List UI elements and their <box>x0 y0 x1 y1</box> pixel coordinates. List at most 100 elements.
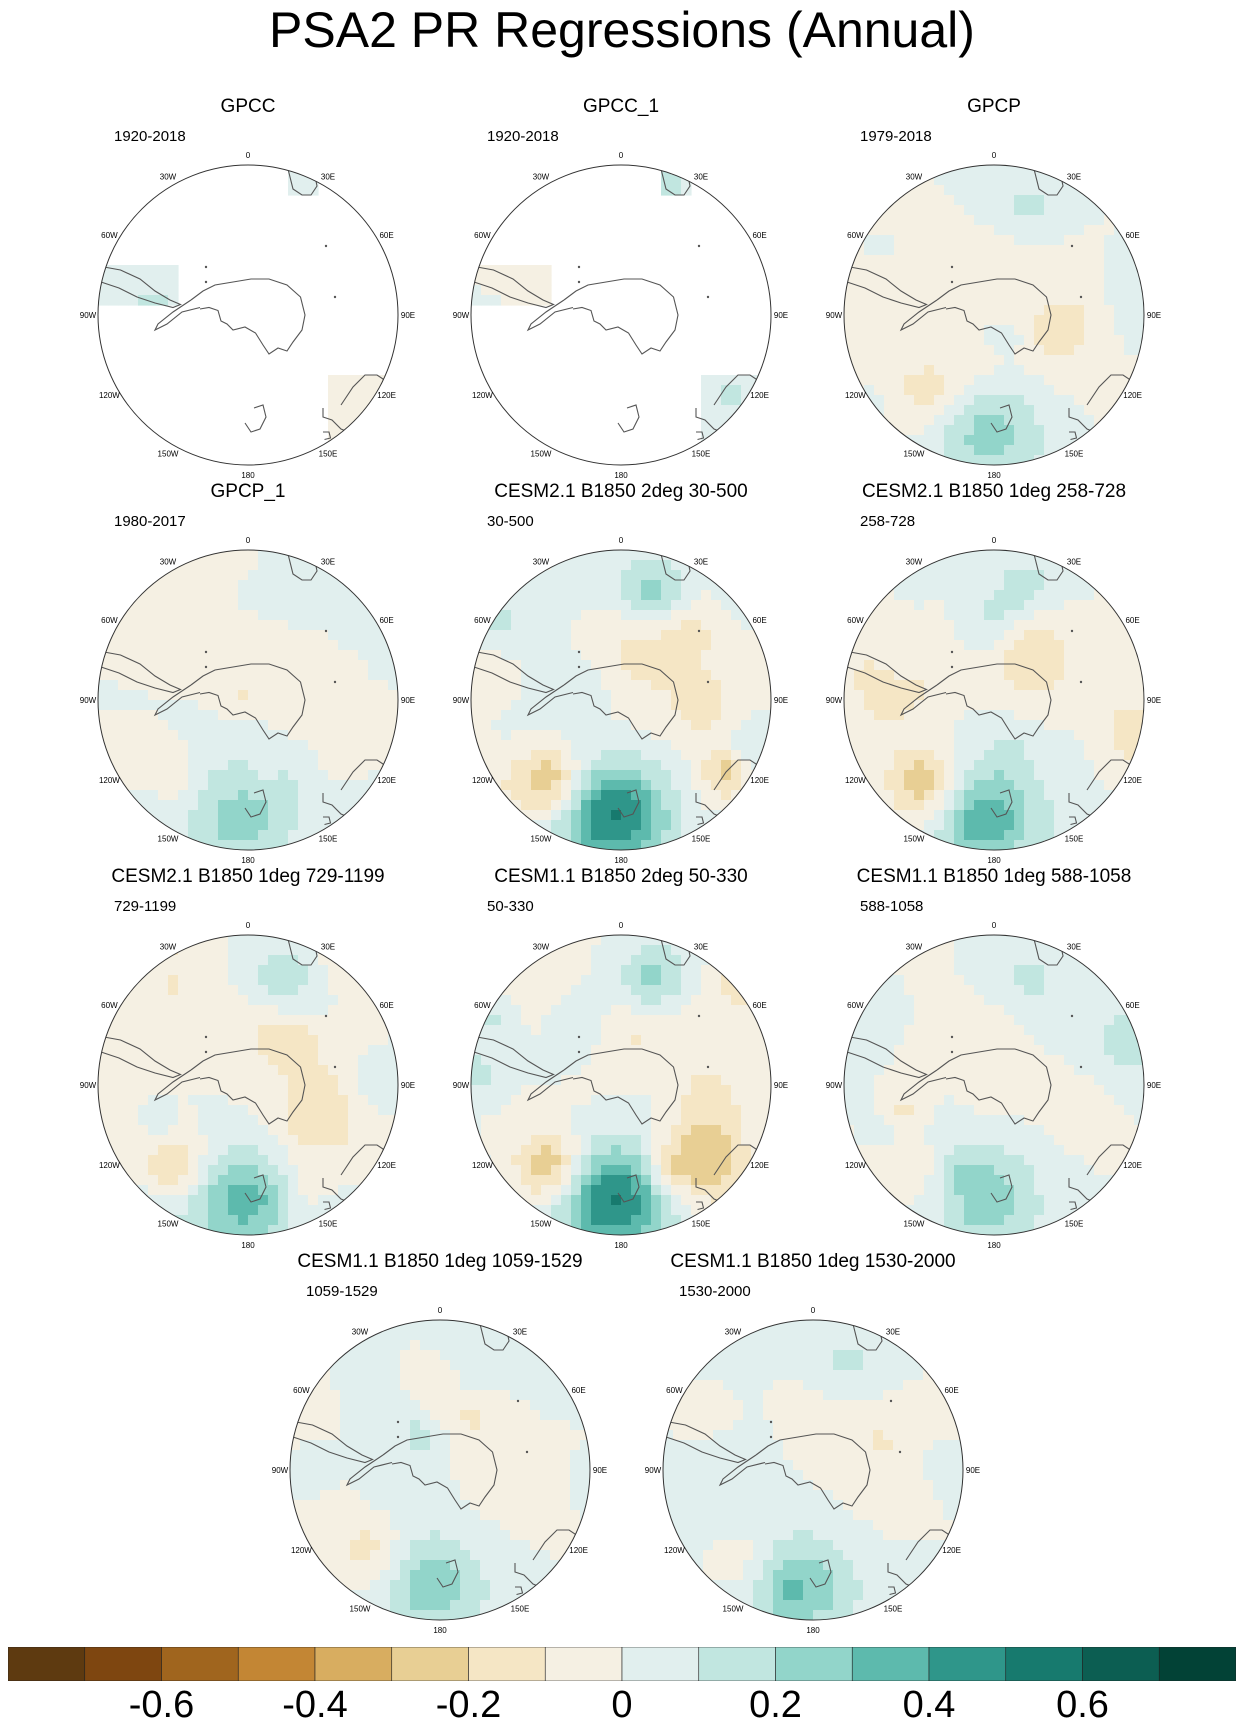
contour-cell <box>884 760 895 771</box>
contour-cell <box>1124 315 1135 326</box>
contour-cell <box>1044 405 1055 416</box>
contour-cell <box>661 780 672 791</box>
contour-cell <box>1004 935 1015 946</box>
contour-cell <box>641 820 652 831</box>
contour-cell <box>974 770 985 781</box>
contour-cell <box>348 600 359 611</box>
contour-cell <box>1014 385 1025 396</box>
contour-cell <box>581 730 592 741</box>
contour-cell <box>874 395 885 406</box>
contour-cell <box>188 1035 199 1046</box>
contour-cell <box>208 630 219 641</box>
contour-cell <box>318 1095 329 1106</box>
contour-cell <box>188 660 199 671</box>
contour-cell <box>1134 295 1144 306</box>
contour-cell <box>964 165 975 176</box>
contour-cell <box>721 1065 732 1076</box>
contour-cell <box>1064 325 1075 336</box>
contour-cell <box>238 700 249 711</box>
contour-cell <box>974 355 985 366</box>
contour-cell <box>1054 415 1065 426</box>
contour-cell <box>1114 385 1125 396</box>
longitude-label: 60W <box>474 1001 491 1010</box>
contour-cell <box>571 790 582 801</box>
contour-cell <box>541 770 552 781</box>
contour-cell <box>681 1065 692 1076</box>
contour-cell <box>661 1185 672 1196</box>
contour-cell <box>118 680 129 691</box>
contour-cell <box>904 195 915 206</box>
contour-cell <box>894 265 905 276</box>
contour-cell <box>1024 640 1035 651</box>
contour-cell <box>218 740 229 751</box>
contour-cell <box>671 945 682 956</box>
contour-cell <box>681 760 692 771</box>
contour-cell <box>731 670 742 681</box>
contour-cell <box>521 760 532 771</box>
contour-cell <box>511 1195 522 1206</box>
contour-cell <box>238 995 249 1006</box>
contour-cell <box>1004 790 1015 801</box>
contour-cell <box>198 945 209 956</box>
contour-cell <box>288 620 299 631</box>
contour-cell <box>761 730 771 741</box>
contour-cell <box>631 630 642 641</box>
coastline <box>244 789 267 818</box>
contour-cell <box>358 1075 369 1086</box>
contour-cell <box>288 985 299 996</box>
contour-cell <box>1034 780 1045 791</box>
contour-cell <box>1044 175 1055 186</box>
contour-cell <box>904 285 915 296</box>
contour-cell <box>1044 245 1055 256</box>
contour-cell <box>178 985 189 996</box>
contour-cell <box>228 730 239 741</box>
contour-cell <box>228 1025 239 1036</box>
contour-cell <box>964 710 975 721</box>
contour-cell <box>218 1055 229 1066</box>
contour-cell <box>591 550 602 561</box>
contour-cell <box>761 1055 771 1066</box>
contour-cell <box>1114 640 1125 651</box>
contour-cell <box>248 1045 259 1056</box>
contour-cell <box>701 790 712 801</box>
contour-cell <box>208 1005 219 1016</box>
contour-cell <box>308 1175 319 1186</box>
contour-cell <box>1024 395 1035 406</box>
contour-cell <box>158 650 169 661</box>
contour-cell <box>1004 800 1015 811</box>
contour-cell <box>954 305 965 316</box>
contour-cell <box>178 580 189 591</box>
contour-cell <box>501 770 512 781</box>
contour-cell <box>731 1125 742 1136</box>
contour-cell <box>138 810 149 821</box>
contour-cell <box>611 630 622 641</box>
contour-cell <box>258 965 269 976</box>
contour-cell <box>581 1035 592 1046</box>
contour-cell <box>1074 425 1085 436</box>
contour-cell <box>348 395 359 406</box>
contour-cell <box>551 1045 562 1056</box>
contour-cell <box>288 830 299 841</box>
contour-cell <box>661 560 672 571</box>
contour-cell <box>491 1105 502 1116</box>
contour-cell <box>984 610 995 621</box>
contour-cell <box>108 660 119 671</box>
contour-cell <box>1104 730 1115 741</box>
contour-cell <box>994 650 1005 661</box>
contour-cell <box>621 770 632 781</box>
contour-cell <box>904 770 915 781</box>
contour-cell <box>711 750 722 761</box>
contour-cell <box>561 1105 572 1116</box>
contour-cell <box>984 445 995 456</box>
contour-cell <box>994 935 1005 946</box>
contour-cell <box>611 1225 622 1235</box>
contour-cell <box>551 985 562 996</box>
contour-cell <box>298 1125 309 1136</box>
contour-cell <box>168 750 179 761</box>
contour-cell <box>1044 770 1055 781</box>
contour-cell <box>681 790 692 801</box>
longitude-label: 90E <box>401 696 415 705</box>
contour-cell <box>1034 680 1045 691</box>
contour-cell <box>1064 275 1075 286</box>
longitude-label: 120W <box>845 776 866 785</box>
